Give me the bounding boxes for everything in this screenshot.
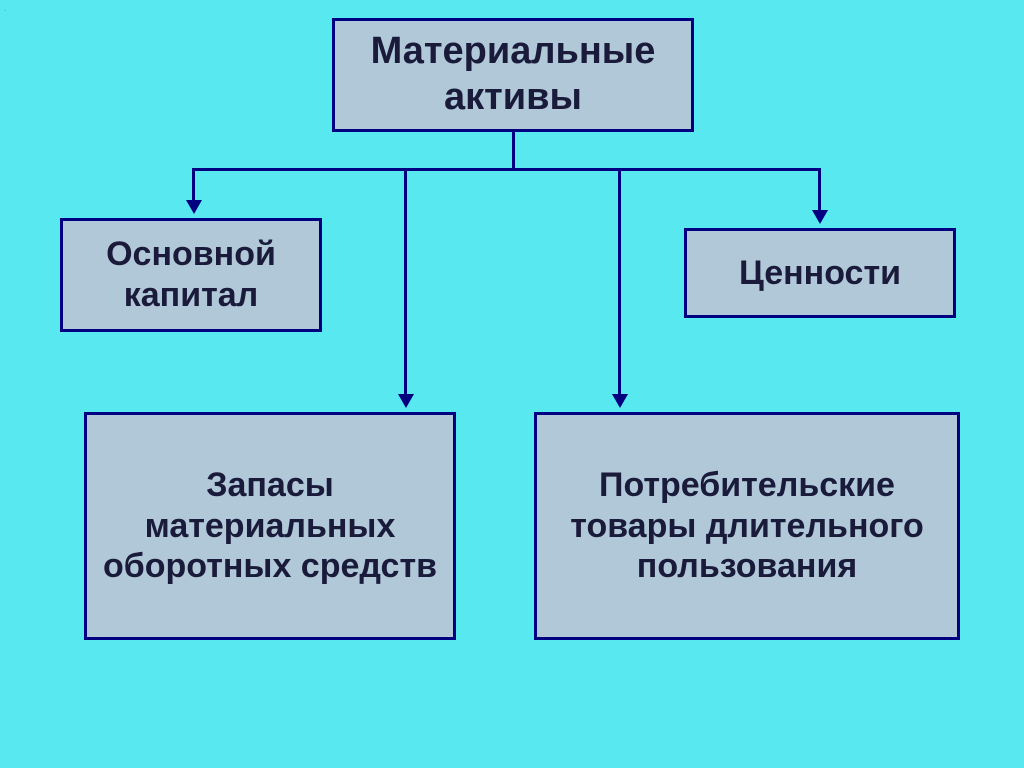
node-child3-label: Запасы материальных оборотных средств <box>95 465 445 587</box>
connector-c4 <box>618 168 621 398</box>
connector-c2 <box>818 168 821 214</box>
node-root-label: Материальные активы <box>343 29 683 120</box>
arrowhead-c1 <box>186 200 202 214</box>
connector-c1 <box>192 168 195 204</box>
arrowhead-c4 <box>612 394 628 408</box>
connector-root-down <box>512 132 515 168</box>
connector-c3 <box>404 168 407 398</box>
node-child2: Ценности <box>684 228 956 318</box>
node-child1: Основной капитал <box>60 218 322 332</box>
node-root: Материальные активы <box>332 18 694 132</box>
node-child3: Запасы материальных оборотных средств <box>84 412 456 640</box>
connector-horizontal <box>192 168 821 171</box>
node-child4-label: Потребительские товары длительного польз… <box>545 465 949 587</box>
node-child2-label: Ценности <box>739 253 901 294</box>
node-child1-label: Основной капитал <box>71 234 311 316</box>
node-child4: Потребительские товары длительного польз… <box>534 412 960 640</box>
decor-dot: . <box>4 4 6 13</box>
arrowhead-c2 <box>812 210 828 224</box>
arrowhead-c3 <box>398 394 414 408</box>
